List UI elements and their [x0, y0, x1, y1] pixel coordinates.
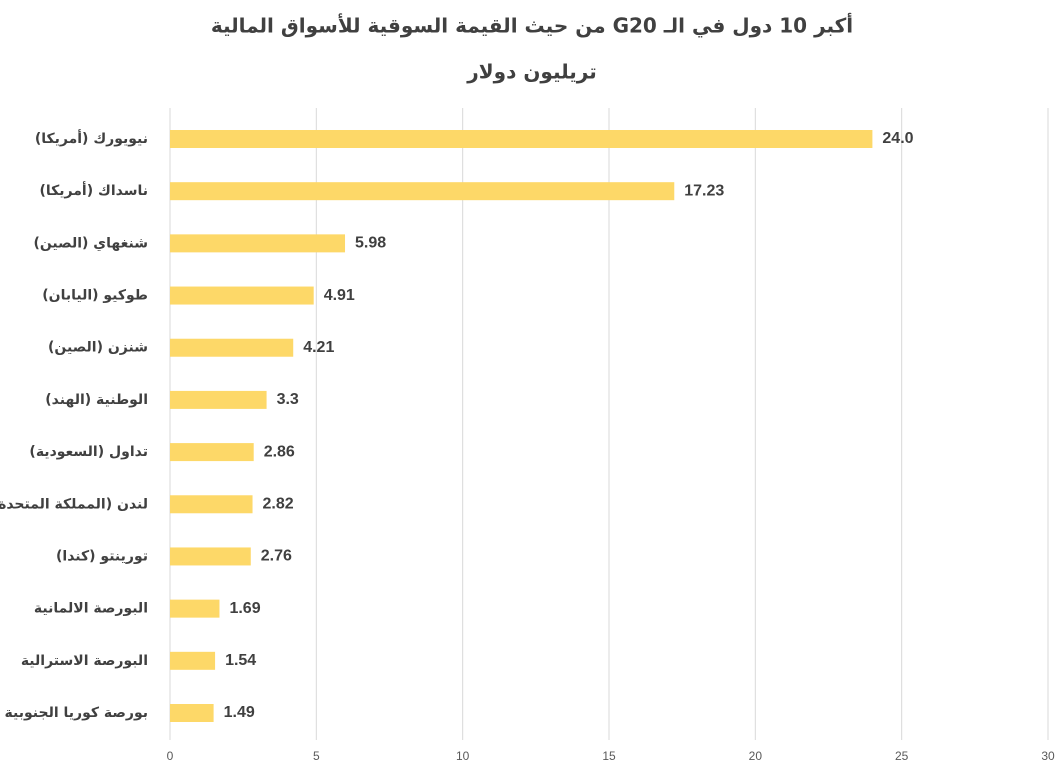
- y-tick-label: شنزن (الصين): [48, 340, 148, 356]
- bar: [170, 651, 216, 670]
- bar: [170, 182, 675, 201]
- data-label: 2.86: [264, 443, 295, 460]
- y-tick-label: الوطنية (الهند): [45, 392, 148, 408]
- x-tick-label: 25: [895, 749, 909, 763]
- x-tick-label: 15: [602, 749, 616, 763]
- data-label: 1.69: [229, 600, 260, 617]
- chart-title: أكبر 10 دول في الـ G20 من حيث القيمة الس…: [211, 12, 853, 39]
- bar: [170, 286, 314, 305]
- y-tick-label: تداول (السعودية): [29, 444, 148, 460]
- bar: [170, 704, 214, 722]
- bar: [170, 599, 220, 618]
- x-tick-label: 30: [1041, 749, 1055, 763]
- data-label: 2.82: [263, 495, 294, 512]
- y-tick-label: لندن (المملكة المتحدة): [0, 496, 148, 512]
- data-label: 17.23: [684, 182, 724, 199]
- x-tick-label: 10: [456, 749, 470, 763]
- bar: [170, 338, 294, 357]
- bar: [170, 390, 267, 409]
- y-tick-label: بورصة كوريا الجنوبية: [5, 705, 148, 721]
- data-label: 4.91: [324, 287, 355, 304]
- data-label: 3.3: [277, 391, 299, 408]
- x-tick-label: 5: [313, 749, 320, 763]
- y-tick-label: طوكيو (اليابان): [42, 288, 148, 304]
- y-tick-label: تورينتو (كندا): [56, 548, 148, 564]
- y-tick-label: ناسداك (أمريكا): [40, 181, 149, 199]
- y-tick-label: البورصة الالمانية: [34, 601, 148, 617]
- bar: [170, 234, 346, 253]
- bar: [170, 443, 254, 462]
- data-label: 4.21: [303, 339, 334, 356]
- chart-subtitle: تريليون دولار: [466, 60, 596, 84]
- bar: [170, 547, 251, 566]
- data-label: 5.98: [355, 235, 386, 252]
- data-label: 2.76: [261, 548, 292, 565]
- bar: [170, 130, 873, 148]
- y-tick-label: البورصة الاسترالية: [21, 653, 148, 669]
- data-label: 1.49: [224, 704, 255, 721]
- bar: [170, 495, 253, 514]
- y-tick-label: نيويورك (أمريكا): [35, 129, 148, 147]
- x-tick-label: 20: [749, 749, 763, 763]
- data-label: 1.54: [225, 652, 256, 669]
- data-label: 24.0: [882, 130, 913, 147]
- x-tick-label: 0: [167, 749, 174, 763]
- y-tick-label: شنغهاي (الصين): [33, 235, 148, 252]
